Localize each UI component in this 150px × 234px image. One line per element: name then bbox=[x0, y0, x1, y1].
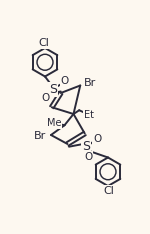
Text: Cl: Cl bbox=[39, 38, 50, 48]
Text: Me: Me bbox=[47, 118, 61, 128]
Text: Et: Et bbox=[84, 110, 94, 120]
Text: O: O bbox=[41, 93, 49, 103]
Text: O: O bbox=[61, 77, 69, 86]
Text: S: S bbox=[49, 83, 57, 96]
Text: O: O bbox=[84, 152, 93, 162]
Text: S: S bbox=[82, 140, 90, 154]
Text: Br: Br bbox=[34, 131, 46, 141]
Text: Cl: Cl bbox=[103, 186, 114, 195]
Text: Br: Br bbox=[84, 78, 97, 88]
Text: O: O bbox=[93, 134, 101, 144]
